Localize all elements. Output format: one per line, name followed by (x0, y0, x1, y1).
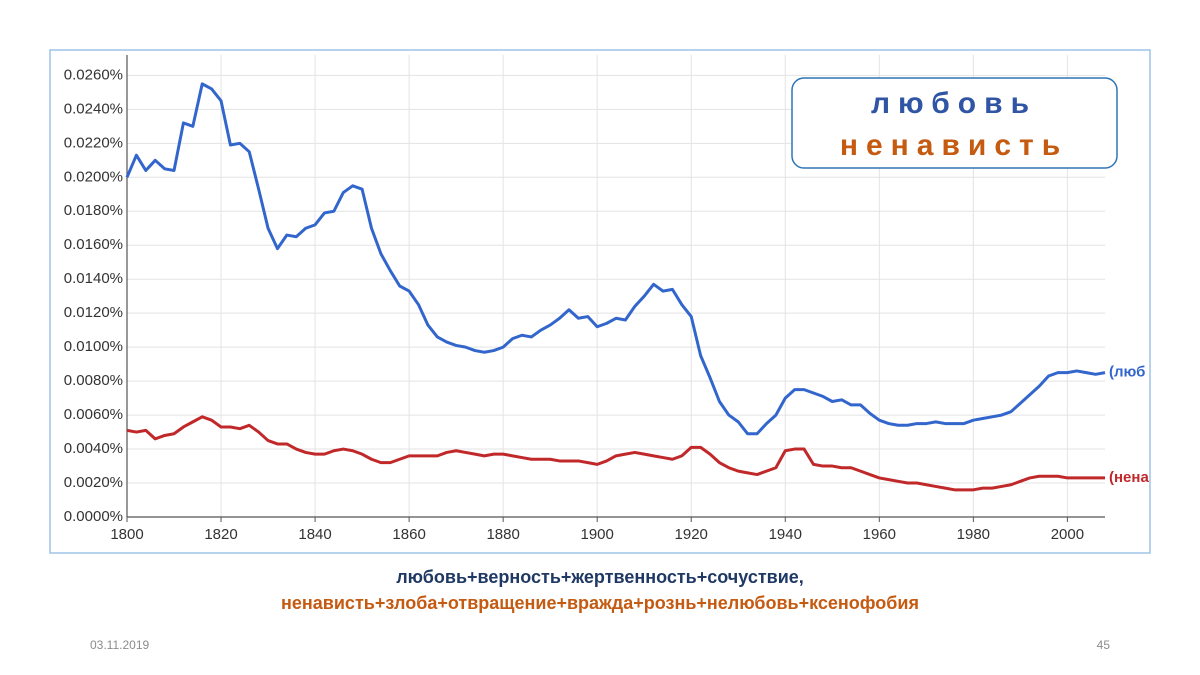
series-line (125, 82, 1106, 436)
y-tick-label: 0.0020% (64, 474, 123, 491)
x-tick-label: 1800 (110, 526, 143, 543)
caption: любовь+верность+жертвенность+сочуствие, (396, 567, 804, 587)
series-label: (нена (1109, 469, 1149, 486)
y-tick-label: 0.0180% (64, 202, 123, 219)
box-title: любовь (871, 87, 1037, 120)
x-tick-label: 1900 (581, 526, 614, 543)
x-tick-label: 2000 (1051, 526, 1084, 543)
y-tick-label: 0.0140% (64, 270, 123, 287)
y-tick-label: 0.0240% (64, 100, 123, 117)
y-tick-label: 0.0200% (64, 168, 123, 185)
y-tick-label: 0.0260% (64, 66, 123, 83)
x-tick-label: 1820 (204, 526, 237, 543)
plot: 0.0000% 0.0020% 0.0040% 0.0060% 0.0080% 0.010… (64, 55, 1149, 543)
y-tick-label: 0.0160% (64, 236, 123, 253)
caption: ненависть+злоба+отвращение+вражда+рознь+… (281, 593, 919, 613)
x-tick-label: 1920 (675, 526, 708, 543)
y-tick-label: 0.0100% (64, 338, 123, 355)
x-tick-label: 1880 (486, 526, 519, 543)
box-title: ненависть (840, 129, 1068, 162)
x-tick-label: 1940 (769, 526, 802, 543)
y-tick-label: 0.0000% (64, 508, 123, 525)
legend-box (791, 77, 1118, 169)
x-tick-label: 1960 (863, 526, 896, 543)
series-line (126, 415, 1105, 492)
y-tick-label: 0.0040% (64, 440, 123, 457)
x-tick-label: 1840 (298, 526, 331, 543)
y-tick-label: 0.0120% (64, 304, 123, 321)
x-tick-label: 1980 (957, 526, 990, 543)
x-tick-label: 1860 (392, 526, 425, 543)
page-number: 45 (1097, 638, 1111, 652)
y-tick-label: 0.0060% (64, 406, 123, 423)
y-tick-label: 0.0080% (64, 372, 123, 389)
date: 03.11.2019 (90, 638, 149, 652)
series-label: (люб (1109, 364, 1145, 381)
y-tick-label: 0.0220% (64, 134, 123, 151)
